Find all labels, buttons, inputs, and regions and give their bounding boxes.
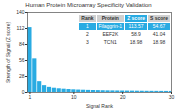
svg-text:140: 140 [16, 9, 25, 15]
svg-text:112: 112 [17, 25, 25, 31]
svg-text:10: 10 [71, 94, 77, 100]
html-text:41.04: 41.04 [152, 31, 166, 37]
html-text:S score: S score [149, 15, 168, 21]
html-text:Z score: Z score [127, 15, 145, 21]
html-text:18.98: 18.98 [152, 39, 166, 45]
html-text:Filaggrin-1: Filaggrin-1 [98, 23, 123, 29]
html-text:2: 2 [86, 31, 89, 37]
html-text:Rank: Rank [81, 15, 94, 21]
svg-text:20: 20 [120, 94, 126, 100]
html-text:Protein: Protein [101, 15, 119, 21]
html-text:54.67: 54.67 [152, 23, 166, 29]
svg-text:0: 0 [22, 89, 25, 95]
html-text:3: 3 [86, 39, 89, 45]
svg-text:84: 84 [19, 41, 25, 47]
html-text:18.98: 18.98 [129, 39, 143, 45]
html-text:TCN1: TCN1 [103, 39, 117, 45]
svg-text:Strength of Signal (Z score): Strength of Signal (Z score) [5, 22, 11, 83]
html-text:58.9: 58.9 [131, 31, 141, 37]
svg-text:Signal Rank: Signal Rank [86, 103, 113, 109]
html-text:EEF2K: EEF2K [102, 31, 119, 37]
html-text:1: 1 [86, 23, 89, 29]
html-text:113.57: 113.57 [128, 23, 144, 29]
html-text:Human Protein Microarray Speci: Human Protein Microarray Specificity Val… [25, 2, 152, 8]
svg-text:28: 28 [19, 73, 25, 79]
svg-text:30: 30 [169, 94, 175, 100]
svg-text:1: 1 [29, 94, 32, 100]
svg-text:56: 56 [19, 57, 25, 63]
